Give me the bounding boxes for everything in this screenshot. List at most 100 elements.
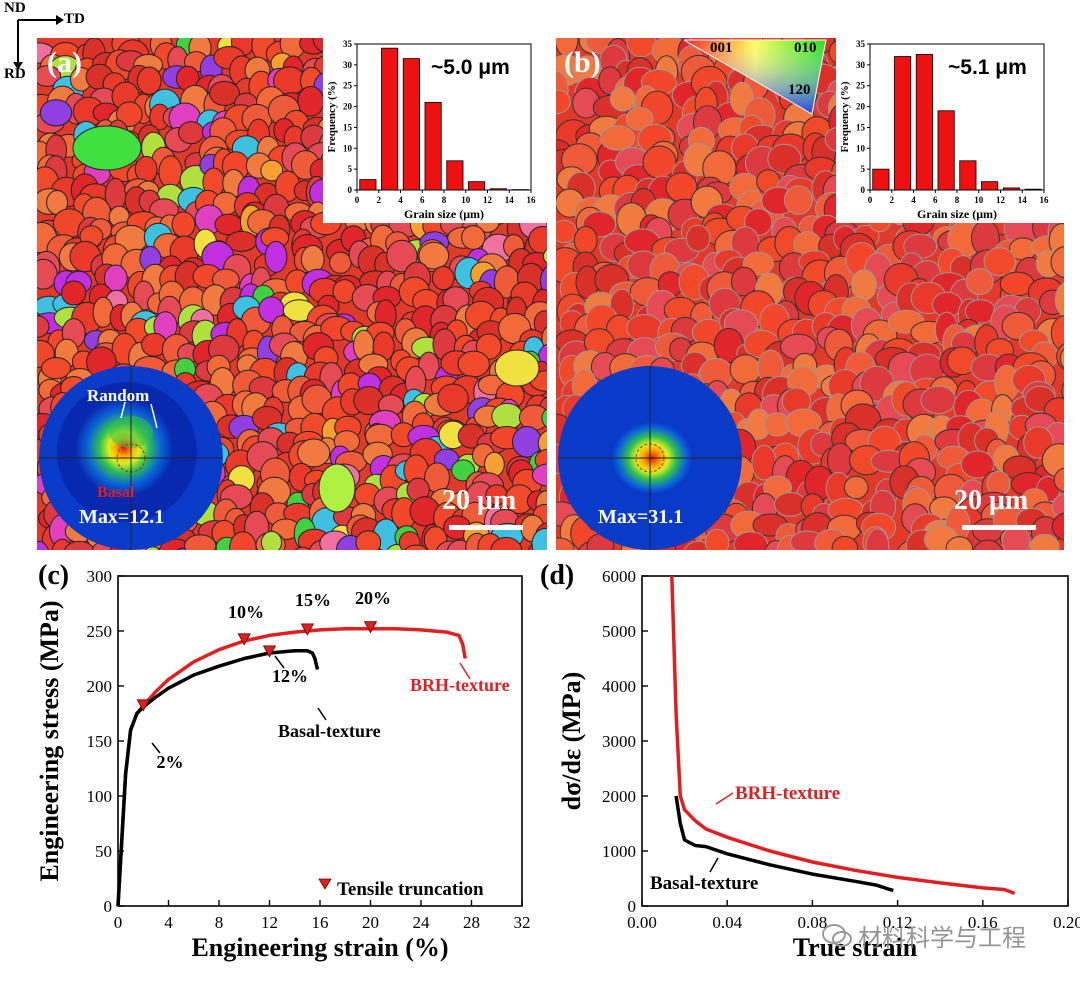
ytick-label: 50 [95,842,112,861]
xtick-label: 32 [514,913,531,932]
hist-xtick-label: 4 [911,195,916,205]
annotation-brh: BRH-texture [410,675,510,695]
hist-xtick-label: 14 [1018,195,1028,205]
panel-c-label: (c) [38,560,69,592]
xtick-label: 4 [164,913,173,932]
hist-bar [894,57,910,190]
hist-ytick-label: 10 [856,143,866,153]
hist-bar [490,189,506,190]
watermark-text: 材料科学与工程 [858,918,1026,953]
annotation-basal: Basal-texture [278,721,381,741]
xtick-label: 28 [463,913,480,932]
hist-bar [916,54,932,190]
ytick-label: 5000 [602,622,636,641]
hist-ytick-label: 25 [343,81,353,91]
ytick-label: 1000 [602,842,636,861]
hist-bar [425,102,441,190]
hist-ytick-label: 25 [856,81,866,91]
hist-ylabel: Frequency (%) [326,81,338,152]
scale-bar-a [449,525,523,530]
legend-marker [319,879,331,889]
grain-size-b: ~5.1 μm [948,56,1027,80]
scale-bar-b [962,525,1036,530]
legend-text: Tensile truncation [337,879,484,900]
hist-xtick-label: 8 [442,195,447,205]
y-axis-label: dσ/dε (MPa) [557,672,586,811]
max-b: Max=31.1 [598,506,683,529]
hist-bar [360,180,376,190]
hist-bar [403,59,419,190]
wechat-icon [822,923,852,949]
xtick-label: 16 [312,913,329,932]
hist-bar [938,111,954,190]
series-brh-texture [672,576,1015,893]
ytick-label: 4000 [602,677,636,696]
hist-xtick-label: 6 [933,195,938,205]
hist-ytick-label: 35 [856,39,866,49]
series-basal-texture [118,651,318,906]
ipf-120: 120 [788,82,811,99]
hist-ylabel: Frequency (%) [839,81,851,152]
truncation-label: 2% [157,752,184,772]
rd-label: RD [4,66,26,83]
ytick-label: 100 [87,787,113,806]
truncation-label: 10% [228,602,264,622]
hist-bar [1025,189,1041,190]
annotation-brh-d: BRH-texture [735,783,840,804]
hist-xtick-label: 0 [355,195,360,205]
hist-ytick-label: 15 [343,122,353,132]
hist-ytick-label: 0 [861,185,866,195]
hist-ytick-label: 20 [343,102,353,112]
hist-ytick-label: 5 [861,164,866,174]
random-label: Random [87,386,149,406]
ytick-label: 0 [628,897,637,916]
panel-b-label: (b) [564,46,601,80]
basal-label: Basal [97,484,134,502]
max-a: Max=12.1 [79,506,164,529]
hist-xtick-label: 16 [527,195,537,205]
ytick-label: 6000 [602,567,636,586]
xtick-label: 0 [114,913,123,932]
hist-ytick-label: 20 [856,102,866,112]
hist-ytick-label: 30 [343,60,353,70]
truncation-label: 20% [355,588,391,608]
y-axis-label: Engineering stress (MPa) [35,600,64,881]
arrow-brh-d [716,793,733,804]
hist-xtick-label: 8 [955,195,960,205]
xtick-label: 0.20 [1053,913,1080,932]
scale-bar-a-label: 20 μm [442,485,516,517]
hist-bar [960,161,976,190]
nd-label: ND [4,0,26,17]
ipf-010: 010 [794,40,817,57]
xtick-label: 24 [413,913,431,932]
ipf-key: 001 010 120 [684,38,834,118]
ytick-label: 150 [87,732,113,751]
ytick-label: 300 [87,567,113,586]
hist-xtick-label: 12 [996,195,1006,205]
hist-bar [447,161,463,190]
hist-xtick-label: 14 [505,195,515,205]
hist-xlabel: Grain size (μm) [917,207,997,221]
hist-ytick-label: 0 [348,185,353,195]
hist-ytick-label: 15 [856,122,866,132]
panel-a-label: (a) [47,46,82,80]
ytick-label: 3000 [602,732,636,751]
ytick-label: 2000 [602,787,636,806]
hist-bar [1003,188,1019,190]
xtick-label: 8 [215,913,224,932]
hist-xtick-label: 12 [483,195,493,205]
grain-size-a: ~5.0 μm [431,56,510,80]
hist-ytick-label: 35 [343,39,353,49]
td-label: TD [64,11,85,28]
xtick-label: 20 [362,913,379,932]
truncation-label: 15% [295,590,331,610]
hist-ytick-label: 5 [348,164,353,174]
hist-bar [981,182,997,190]
